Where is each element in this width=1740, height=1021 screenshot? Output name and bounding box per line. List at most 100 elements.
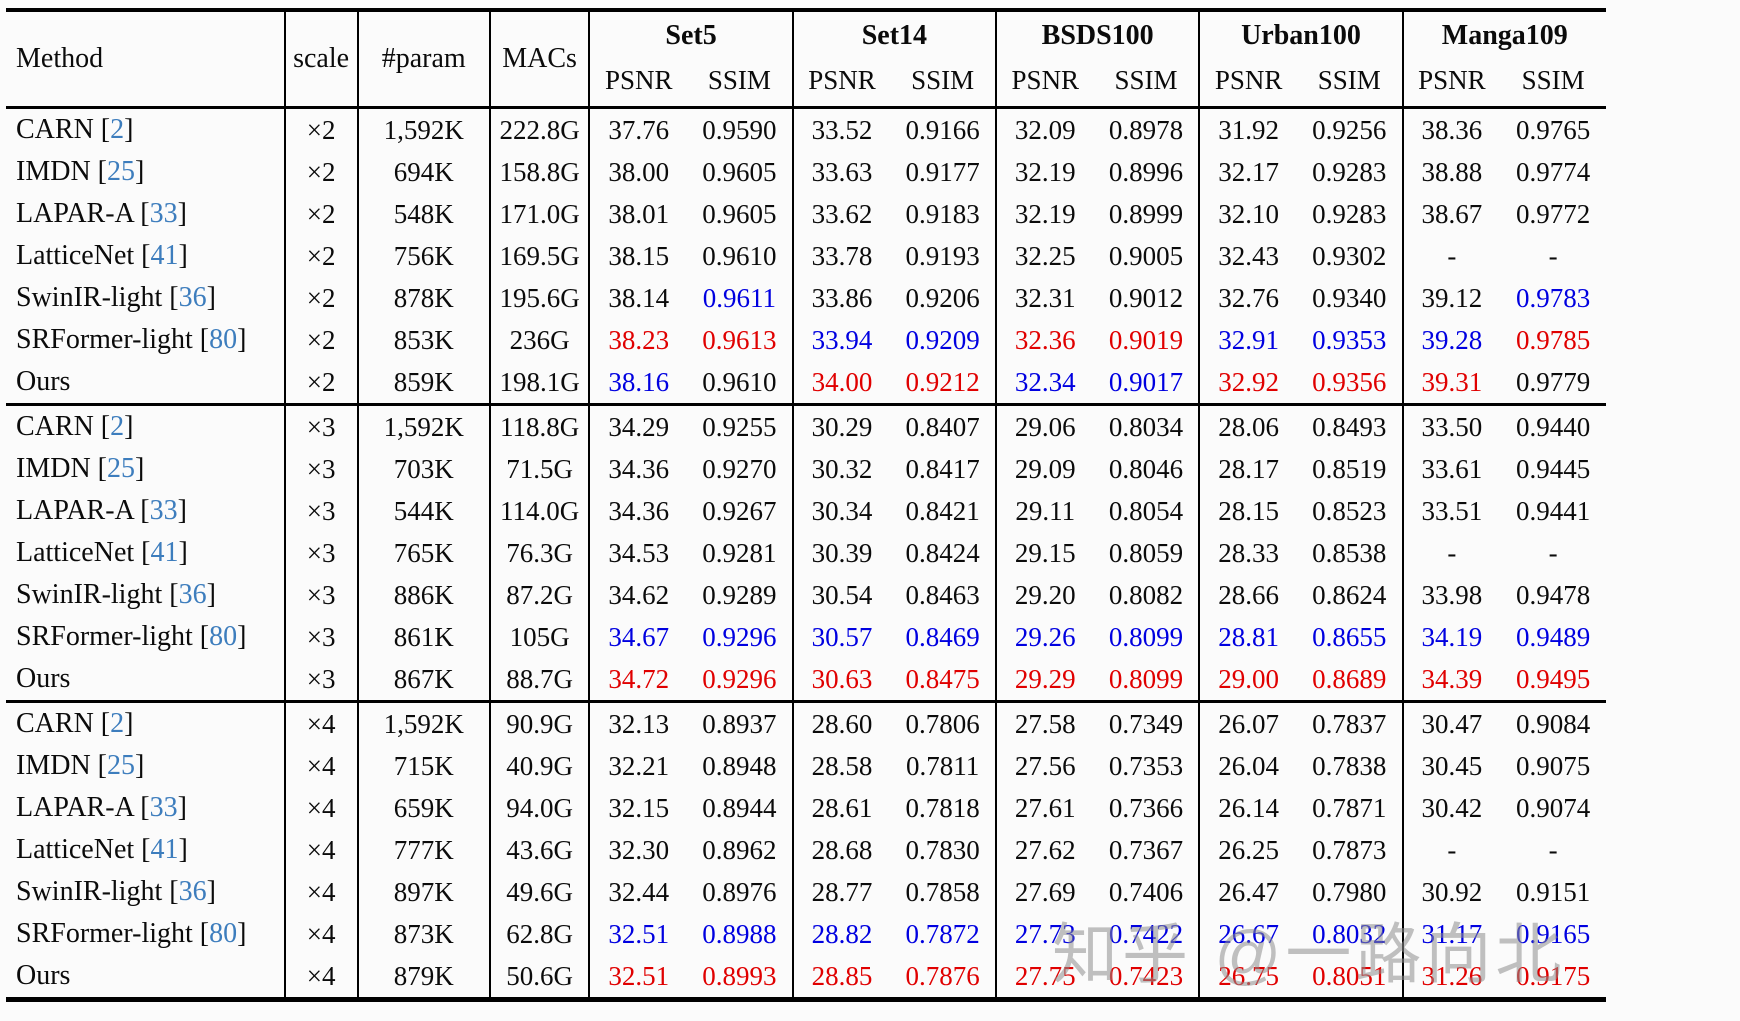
manga109-ssim: 0.9779: [1515, 367, 1591, 397]
urban100-ssim: 0.8538: [1296, 532, 1404, 574]
set5-ssim: 0.9610: [687, 235, 794, 277]
macs-cell: 198.1G: [489, 361, 591, 405]
scale-cell: ×4: [284, 913, 359, 955]
scale-cell: ×2: [284, 151, 359, 193]
citation-link[interactable]: [36]: [162, 579, 216, 610]
citation-link[interactable]: [41]: [134, 834, 188, 865]
manga109-ssim: 0.9445: [1515, 454, 1591, 484]
citation-link[interactable]: [25]: [90, 156, 145, 187]
citation-link[interactable]: [33]: [133, 792, 187, 823]
urban100-ssim: 0.9340: [1296, 277, 1404, 319]
set5-psnr: 32.13: [608, 709, 670, 739]
param-cell: 715K: [357, 745, 491, 787]
method-name: IMDN: [16, 453, 91, 484]
citation-link[interactable]: [80]: [192, 918, 247, 949]
set5-psnr: 34.53: [608, 538, 670, 568]
set14-ssim: 0.7830: [890, 829, 998, 871]
bsds100-ssim: 0.9012: [1093, 277, 1201, 319]
citation-link[interactable]: [2]: [93, 411, 134, 442]
manga109-psnr: 39.31: [1421, 367, 1483, 397]
set14-psnr: 30.54: [811, 580, 873, 610]
manga109-psnr: 30.47: [1421, 709, 1483, 739]
set14-ssim: 0.7858: [890, 871, 998, 913]
urban100-psnr: 26.14: [1218, 793, 1279, 823]
set14-psnr: 33.62: [811, 199, 873, 229]
macs-cell: 171.0G: [489, 193, 591, 235]
table-row: SRFormer-light [80] ×2 853K 236G 38.23 0…: [6, 319, 1606, 361]
urban100-ssim: 0.9283: [1296, 193, 1404, 235]
bsds100-psnr: 27.73: [1014, 919, 1076, 949]
citation-link[interactable]: [33]: [133, 495, 187, 526]
urban100-psnr: 28.06: [1218, 412, 1279, 442]
subheader-ssim: SSIM: [1521, 65, 1585, 95]
scale-cell: ×2: [284, 277, 359, 319]
bsds100-ssim: 0.8082: [1093, 574, 1201, 616]
bsds100-ssim: 0.8978: [1093, 107, 1201, 151]
table-row: Ours ×3 867K 88.7G 34.72 0.9296 30.63 0.…: [6, 658, 1606, 702]
macs-cell: 49.6G: [489, 871, 591, 913]
subheader-psnr: PSNR: [1418, 65, 1486, 95]
table-row: SwinIR-light [36] ×4 897K 49.6G 32.44 0.…: [6, 871, 1606, 913]
urban100-psnr: 28.66: [1218, 580, 1279, 610]
set14-ssim: 0.9212: [890, 361, 998, 405]
citation-link[interactable]: [41]: [134, 537, 188, 568]
scale-cell: ×3: [284, 658, 359, 702]
manga109-psnr: 38.88: [1421, 157, 1483, 187]
urban100-psnr: 32.76: [1218, 283, 1279, 313]
param-cell: 886K: [357, 574, 491, 616]
set5-psnr: 34.67: [608, 622, 670, 652]
citation-link[interactable]: [80]: [192, 324, 247, 355]
manga109-psnr: -: [1447, 241, 1457, 271]
macs-cell: 105G: [489, 616, 591, 658]
set14-ssim: 0.8424: [890, 532, 998, 574]
bsds100-psnr: 27.58: [1014, 709, 1076, 739]
manga109-psnr: 33.50: [1421, 412, 1483, 442]
set14-psnr: 28.85: [811, 961, 873, 991]
urban100-psnr: 31.92: [1218, 115, 1279, 145]
set5-psnr: 32.15: [608, 793, 670, 823]
method-name: Ours: [16, 960, 71, 991]
citation-link[interactable]: [2]: [93, 708, 134, 739]
citation-link[interactable]: [33]: [133, 198, 187, 229]
scale-cell: ×2: [284, 361, 359, 405]
manga109-ssim: 0.9765: [1515, 115, 1591, 145]
citation-link[interactable]: [80]: [192, 621, 247, 652]
bsds100-ssim: 0.7423: [1093, 955, 1201, 1000]
macs-cell: 118.8G: [489, 404, 591, 448]
set14-psnr: 30.63: [811, 664, 873, 694]
set5-ssim: 0.9270: [687, 448, 794, 490]
set5-psnr: 38.15: [608, 241, 670, 271]
citation-link[interactable]: [25]: [90, 453, 145, 484]
citation-link[interactable]: [36]: [162, 282, 216, 313]
macs-cell: 50.6G: [489, 955, 591, 1000]
scale-cell: ×2: [284, 193, 359, 235]
manga109-ssim: 0.9440: [1515, 412, 1591, 442]
subheader-psnr: PSNR: [604, 65, 673, 95]
macs-cell: 62.8G: [489, 913, 591, 955]
citation-link[interactable]: [2]: [93, 114, 134, 145]
manga109-ssim: 0.9783: [1515, 283, 1591, 313]
set14-ssim: 0.9209: [890, 319, 998, 361]
urban100-psnr: 26.04: [1218, 751, 1279, 781]
citation-link[interactable]: [41]: [134, 240, 188, 271]
table-row: IMDN [25] ×3 703K 71.5G 34.36 0.9270 30.…: [6, 448, 1606, 490]
param-cell: 548K: [357, 193, 491, 235]
set14-psnr: 28.61: [811, 793, 873, 823]
subheader-ssim: SSIM: [1093, 60, 1201, 108]
subheader-psnr: PSNR: [1011, 65, 1080, 95]
bsds100-psnr: 32.36: [1014, 325, 1076, 355]
param-cell: 1,592K: [357, 107, 491, 151]
citation-link[interactable]: [36]: [162, 876, 216, 907]
set14-ssim: 0.8407: [890, 404, 998, 448]
citation-link[interactable]: [25]: [90, 750, 145, 781]
set14-psnr: 28.60: [811, 709, 873, 739]
manga109-psnr: 39.28: [1421, 325, 1483, 355]
scale-cell: ×2: [284, 235, 359, 277]
method-name: IMDN: [16, 750, 91, 781]
manga109-psnr: 31.17: [1421, 919, 1483, 949]
set5-ssim: 0.9613: [687, 319, 794, 361]
set5-psnr: 38.01: [608, 199, 670, 229]
set5-psnr: 34.62: [608, 580, 670, 610]
table-row: LAPAR-A [33] ×2 548K 171.0G 38.01 0.9605…: [6, 193, 1606, 235]
bsds100-psnr: 27.62: [1014, 835, 1076, 865]
